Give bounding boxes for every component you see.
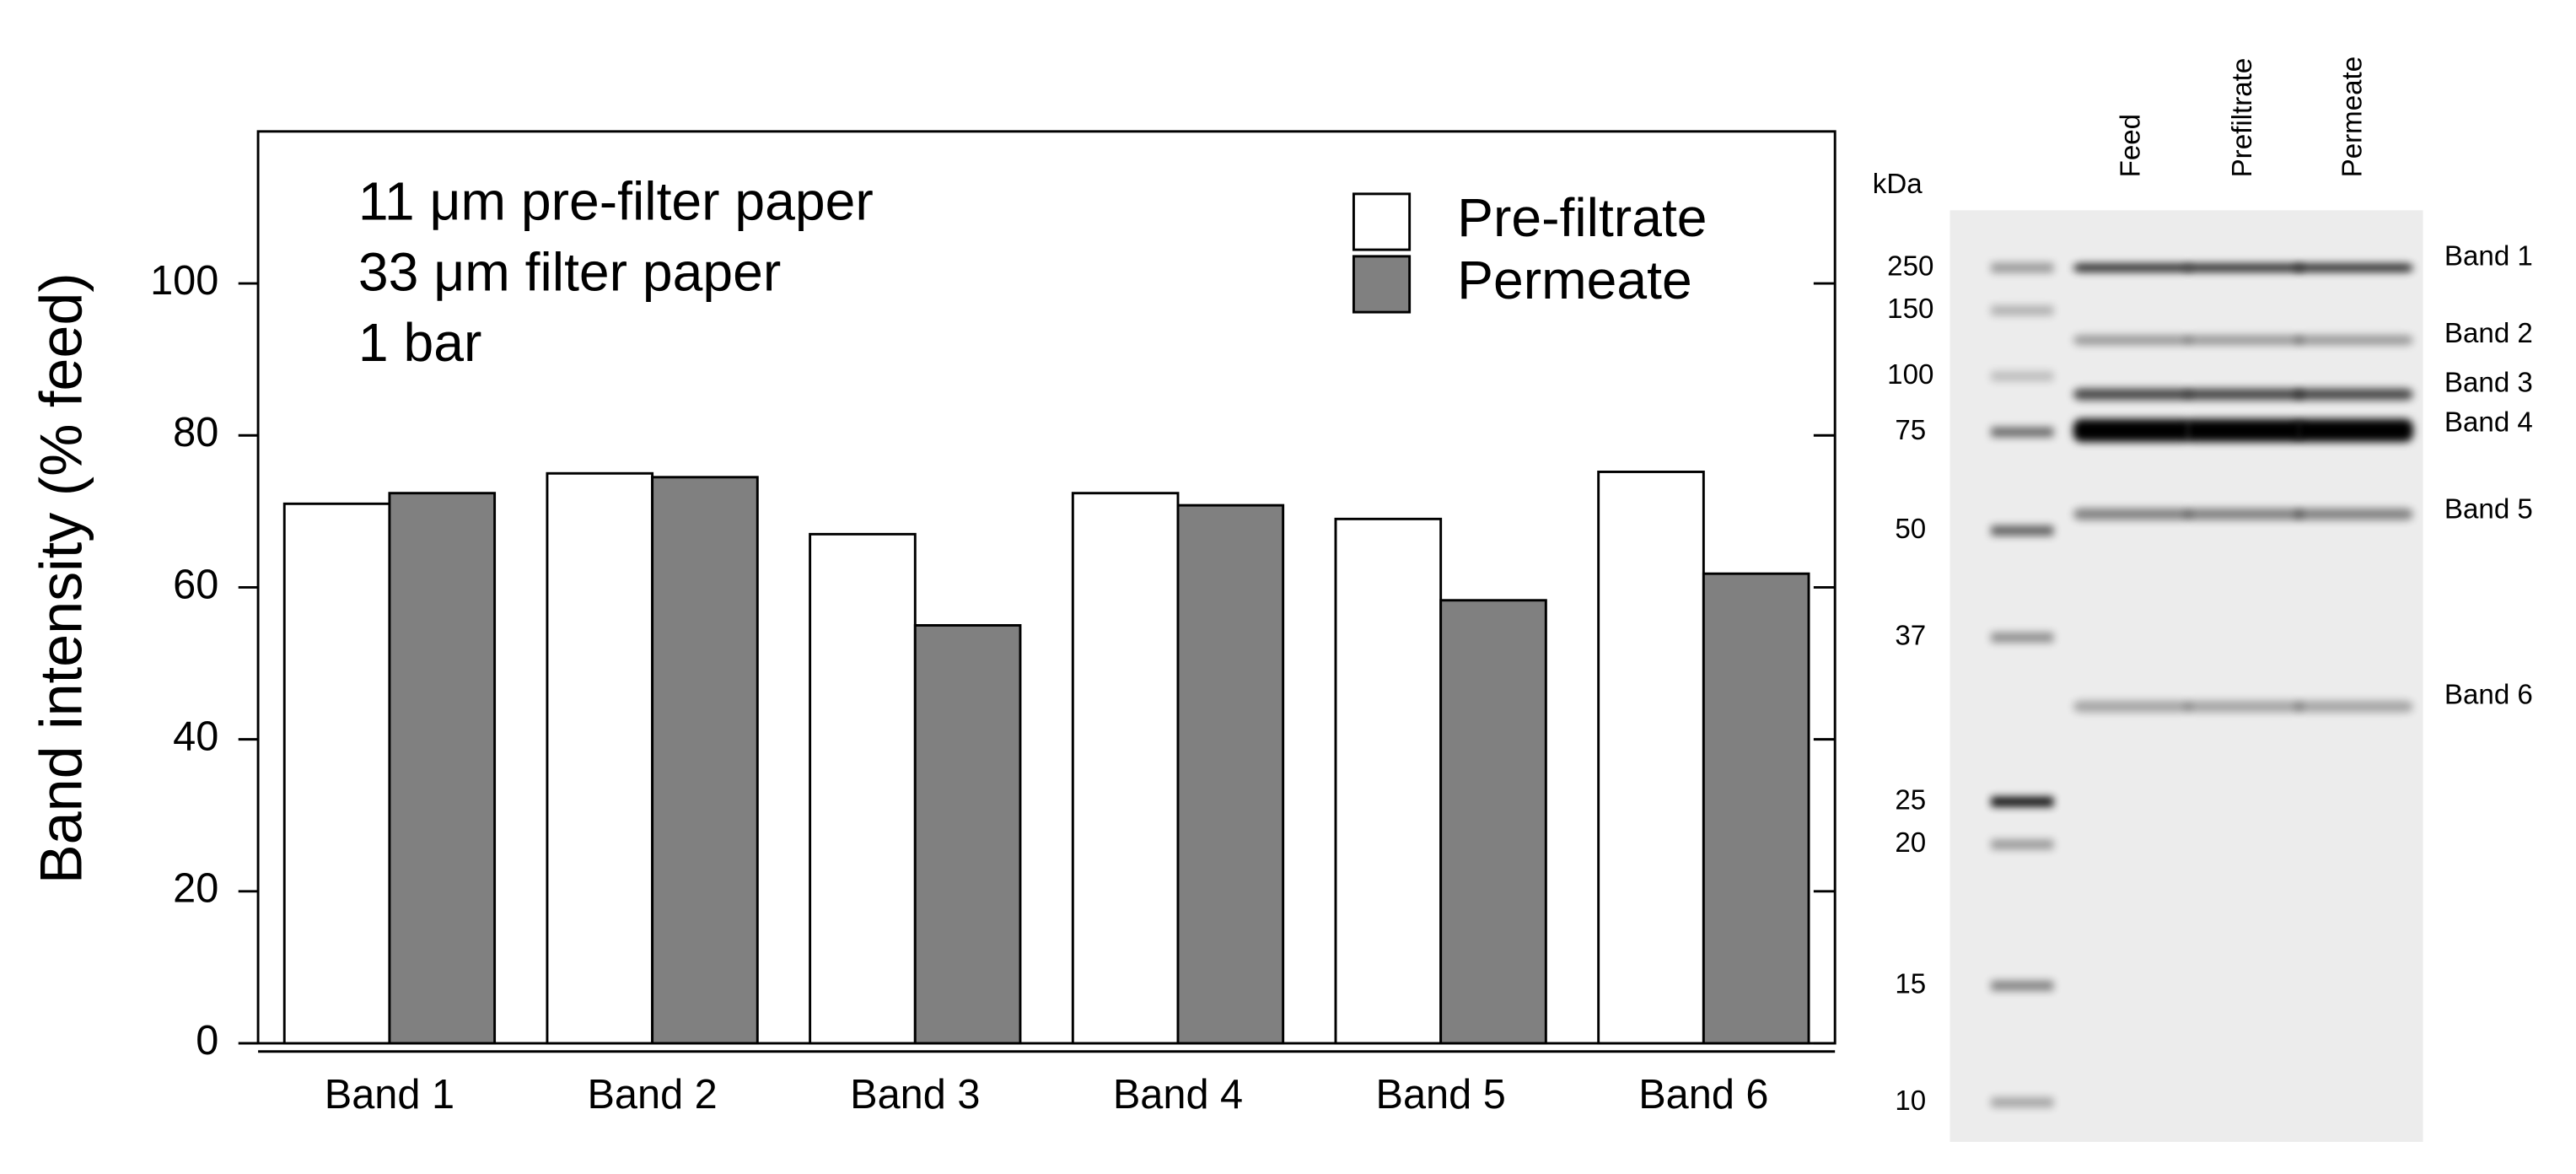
- legend-label: Pre-filtrate: [1457, 187, 1707, 248]
- marker-label: 10: [1895, 1085, 1926, 1117]
- y-tick-label: 100: [150, 258, 218, 304]
- marker-label: 37: [1895, 621, 1926, 652]
- bar: [1439, 599, 1547, 1045]
- ladder-band: [1991, 1097, 2054, 1107]
- marker-label: 15: [1895, 969, 1926, 1000]
- sample-band: [2294, 335, 2413, 346]
- sample-band: [2294, 700, 2413, 713]
- marker-label: 150: [1887, 294, 1933, 325]
- sample-band: [2073, 418, 2191, 443]
- sample-band: [2185, 418, 2304, 443]
- annotation: 11 μm pre-filter paper: [358, 170, 874, 231]
- marker-label: 75: [1895, 415, 1926, 446]
- sample-band: [2185, 700, 2304, 713]
- bar: [913, 624, 1022, 1045]
- marker-label: 100: [1887, 359, 1933, 390]
- x-tick-label: Band 5: [1376, 1072, 1506, 1117]
- legend-label: Permeate: [1457, 250, 1692, 310]
- bar: [1702, 572, 1810, 1045]
- y-axis-label: Band intensity (% feed): [29, 272, 94, 884]
- gel: kDa 250 150 100 75 50 37 25 20 15 10 Feed Prefiltrat…: [1873, 57, 2533, 1142]
- band-label: Band 3: [2444, 368, 2533, 399]
- lane-label: Permeate: [2337, 57, 2369, 178]
- sample-band: [2185, 263, 2304, 272]
- ladder-band: [1991, 632, 2054, 643]
- y-tick-label: 80: [173, 410, 218, 455]
- x-tick-label: Band 3: [850, 1072, 980, 1117]
- legend-swatch: [1352, 192, 1412, 251]
- sample-band: [2073, 263, 2191, 272]
- lane-label: Prefiltrate: [2227, 58, 2258, 178]
- ladder-band: [1991, 980, 2054, 991]
- gel-unit: kDa: [1873, 169, 1923, 200]
- gel-image: [1949, 210, 2423, 1142]
- legend-swatch: [1352, 255, 1412, 314]
- x-tick-label: Band 2: [587, 1072, 717, 1117]
- x-tick-label: Band 1: [325, 1072, 454, 1117]
- bar: [1176, 504, 1285, 1045]
- sample-band: [2294, 508, 2413, 520]
- sample-band: [2073, 335, 2191, 346]
- bar: [1597, 471, 1705, 1045]
- sample-band: [2073, 508, 2191, 520]
- band-label: Band 6: [2444, 680, 2533, 711]
- ladder-band: [1991, 262, 2054, 273]
- ladder-band: [1991, 796, 2054, 807]
- y-tick-label: 0: [196, 1018, 218, 1064]
- bar: [651, 476, 759, 1045]
- sample-band: [2294, 388, 2413, 401]
- ladder-band: [1991, 305, 2054, 316]
- bar: [546, 471, 654, 1045]
- lane-label: Feed: [2116, 114, 2147, 177]
- y-tick-label: 60: [173, 562, 218, 607]
- y-tick-label: 20: [173, 866, 218, 912]
- bar: [282, 502, 391, 1045]
- sample-band: [2073, 388, 2191, 401]
- marker-label: 20: [1895, 827, 1926, 859]
- ladder-band: [1991, 839, 2054, 850]
- band-label: Band 1: [2444, 241, 2533, 272]
- ladder-band: [1991, 371, 2054, 381]
- band-label: Band 5: [2444, 494, 2533, 525]
- bar: [1334, 517, 1443, 1045]
- x-tick-label: Band 6: [1638, 1072, 1768, 1117]
- bar: [388, 492, 497, 1045]
- sample-band: [2294, 263, 2413, 272]
- sample-band: [2073, 700, 2191, 713]
- marker-label: 250: [1887, 250, 1933, 282]
- marker-label: 25: [1895, 784, 1926, 816]
- ladder-band: [1991, 525, 2054, 536]
- bar: [1071, 492, 1180, 1045]
- sample-band: [2294, 418, 2413, 443]
- bar: [809, 532, 917, 1045]
- annotation: 33 μm filter paper: [358, 241, 781, 302]
- band-label: Band 2: [2444, 318, 2533, 349]
- sample-band: [2185, 388, 2304, 401]
- marker-label: 50: [1895, 514, 1926, 545]
- band-label: Band 4: [2444, 407, 2533, 438]
- sample-band: [2185, 335, 2304, 346]
- annotation: 1 bar: [358, 312, 481, 373]
- y-tick-label: 40: [173, 714, 218, 759]
- x-tick-label: Band 4: [1113, 1072, 1243, 1117]
- ladder-band: [1991, 427, 2054, 438]
- sample-band: [2185, 508, 2304, 520]
